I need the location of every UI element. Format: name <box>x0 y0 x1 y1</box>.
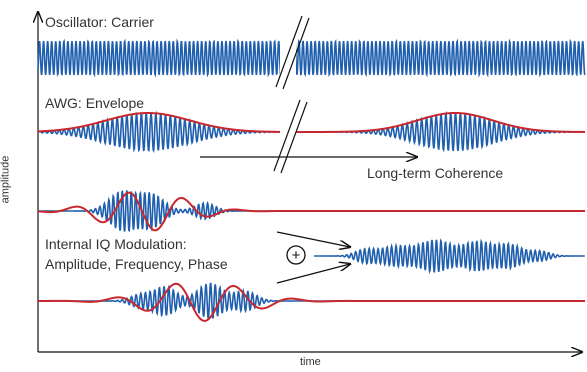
iq-label-line1: Internal IQ Modulation: <box>45 236 187 252</box>
pulse-envelope-b <box>37 282 585 322</box>
plus-circle-icon <box>286 245 306 265</box>
envelope-curve <box>37 111 586 133</box>
combined-iq-wave <box>314 238 585 275</box>
time-break-icon <box>273 14 310 174</box>
envelope-label: AWG: Envelope <box>45 95 145 111</box>
iq-label-line2: Amplitude, Frequency, Phase <box>45 256 228 272</box>
merge-arrow-bottom <box>276 264 350 284</box>
carrier-wave <box>37 38 586 78</box>
plus-symbol: + <box>292 247 301 264</box>
carrier-label: Oscillator: Carrier <box>45 15 157 29</box>
merge-arrow-top <box>276 231 350 247</box>
x-axis-label: time <box>300 356 321 368</box>
y-axis-label: amplitude <box>0 155 12 204</box>
pulse-envelope-a <box>37 191 585 232</box>
coherence-label: Long-term Coherence <box>367 165 504 181</box>
